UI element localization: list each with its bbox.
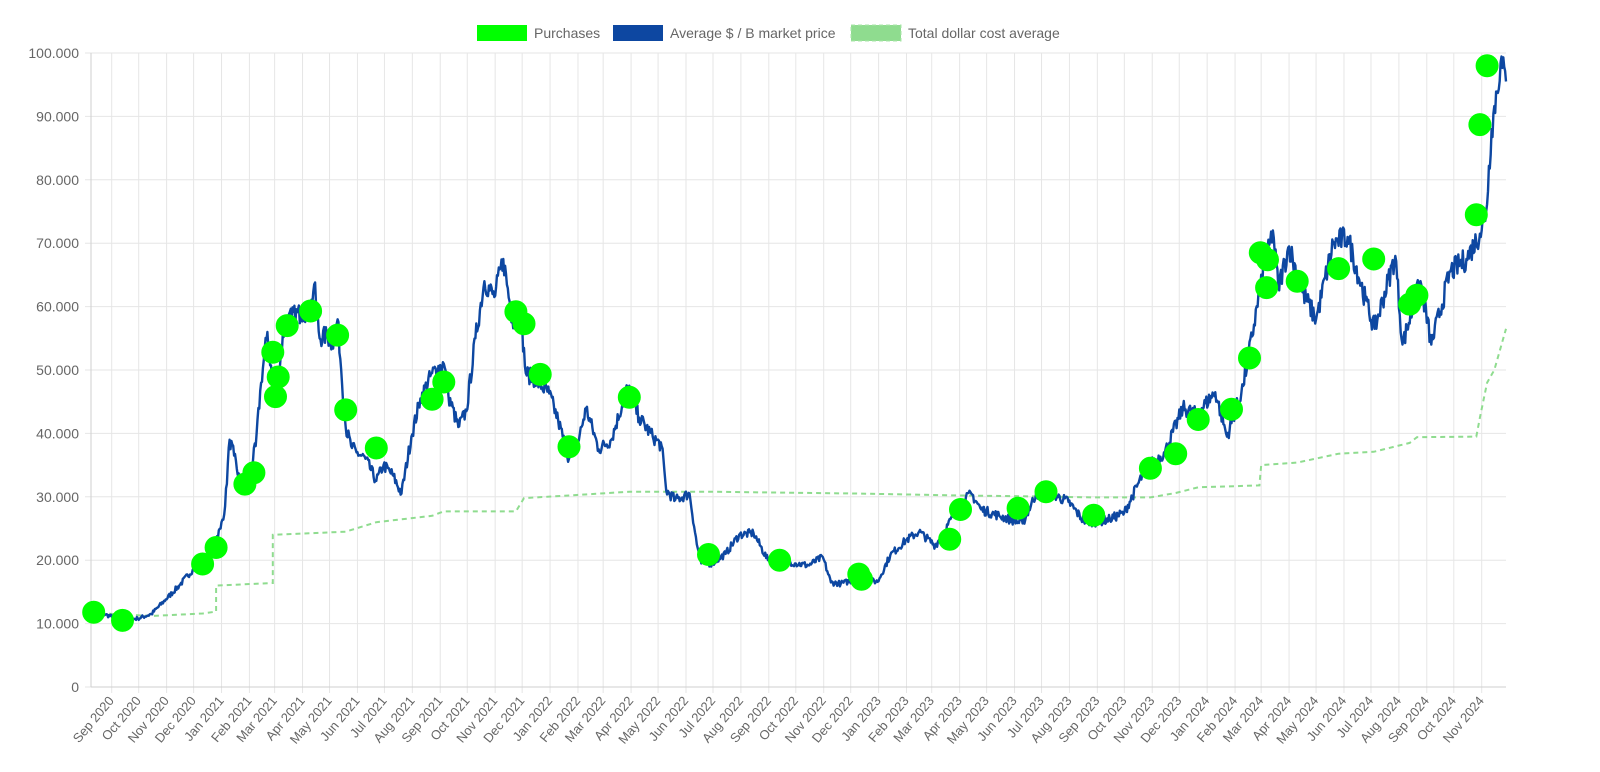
purchase-point[interactable] [275,314,299,338]
purchase-point[interactable] [1255,276,1279,300]
purchase-series[interactable] [82,54,1499,632]
purchase-point[interactable] [617,385,641,409]
purchase-point[interactable] [1285,269,1309,293]
purchase-point[interactable] [1186,408,1210,431]
legend: Purchases Average $ / B market price Total… [477,24,1060,42]
legend-label[interactable]: Average $ / B market price [670,25,836,41]
purchase-point[interactable] [1220,397,1243,421]
legend-swatch[interactable] [850,24,902,42]
y-tick-label: 10.000 [36,616,79,632]
purchase-point[interactable] [1468,113,1492,137]
purchase-point[interactable] [299,299,323,323]
purchase-point[interactable] [1475,54,1499,78]
purchase-point[interactable] [938,527,962,551]
purchase-point[interactable] [1034,480,1058,504]
y-tick-label: 30.000 [36,489,79,505]
purchase-point[interactable] [1006,496,1030,520]
purchase-point[interactable] [850,567,873,591]
purchase-point[interactable] [1405,283,1429,307]
purchase-point[interactable] [261,340,285,364]
purchase-point[interactable] [1082,503,1106,527]
purchase-point[interactable] [557,435,581,459]
purchase-point[interactable] [264,385,287,409]
purchase-point[interactable] [82,600,106,624]
purchase-point[interactable] [432,370,456,394]
purchase-point[interactable] [420,387,444,411]
y-tick-label: 90.000 [36,108,79,124]
purchase-point[interactable] [528,362,552,386]
y-tick-label: 50.000 [36,362,79,378]
purchase-point[interactable] [1256,248,1279,272]
purchase-point[interactable] [334,398,358,422]
purchase-point[interactable] [1138,456,1162,480]
dca-series [90,328,1507,618]
purchase-point[interactable] [949,498,972,521]
price-series [89,55,1508,623]
purchase-point[interactable] [697,543,720,566]
purchase-point[interactable] [204,536,228,559]
y-tick-label: 20.000 [36,552,79,568]
y-tick-label: 70.000 [36,235,79,251]
purchase-point[interactable] [1362,247,1386,271]
dca-line [90,328,1507,618]
purchase-point[interactable] [1464,203,1488,227]
legend-swatch[interactable] [613,25,663,41]
y-tick-label: 0 [71,679,79,695]
purchase-point[interactable] [1327,257,1351,281]
purchase-point[interactable] [1238,346,1261,370]
purchase-point[interactable] [266,365,290,389]
y-tick-label: 40.000 [36,425,79,441]
legend-label[interactable]: Purchases [534,25,600,41]
y-tick-label: 100.000 [28,45,79,61]
purchase-point[interactable] [364,436,388,460]
purchase-point[interactable] [512,312,536,336]
grid [85,52,1506,693]
purchase-point[interactable] [1164,442,1188,466]
y-axis: 100.000 90.000 80.000 70.000 60.000 50.000 40.… [28,45,79,695]
y-tick-label: 60.000 [36,299,79,315]
purchase-point[interactable] [242,461,266,485]
purchase-point[interactable] [111,608,134,632]
legend-label[interactable]: Total dollar cost average [908,25,1060,41]
purchase-point[interactable] [768,548,792,572]
price-line [89,55,1508,623]
purchase-point[interactable] [326,323,350,347]
legend-swatch[interactable] [477,25,527,41]
purchase-point[interactable] [191,552,215,576]
y-tick-label: 80.000 [36,172,79,188]
